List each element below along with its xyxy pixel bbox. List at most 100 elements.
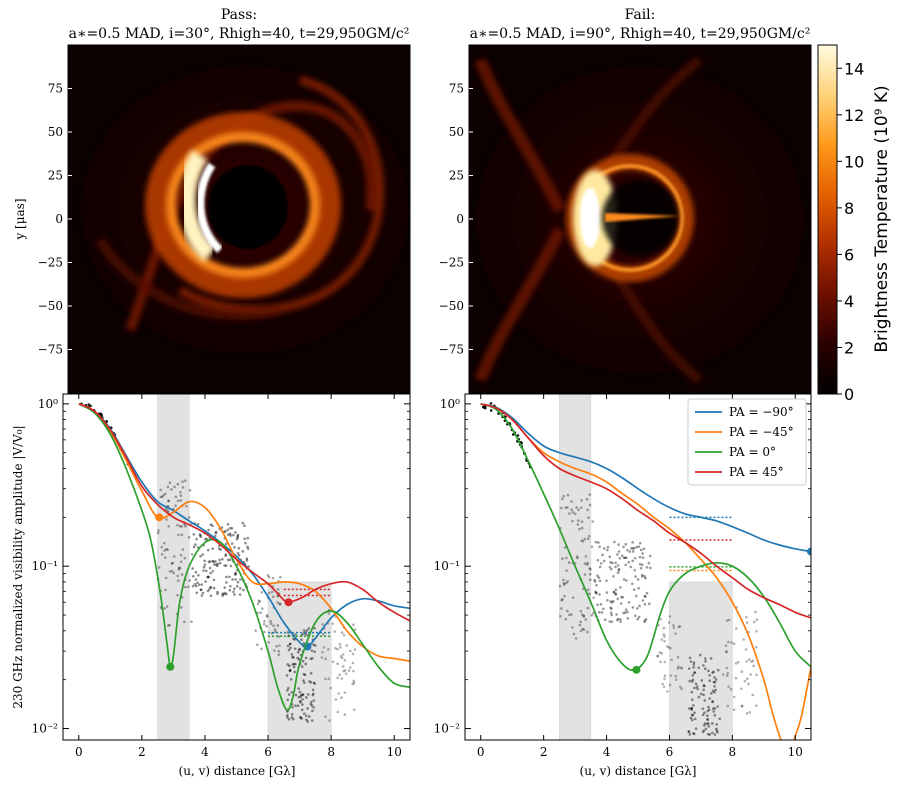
observed-point xyxy=(343,658,347,662)
observed-point xyxy=(305,718,308,722)
observed-point xyxy=(246,547,250,550)
observed-point xyxy=(713,680,717,684)
observed-point xyxy=(680,667,684,670)
observed-point xyxy=(256,643,259,646)
y-tick-label: 10⁰ xyxy=(38,397,58,411)
observed-point xyxy=(598,593,601,596)
observed-point xyxy=(221,594,224,597)
observed-point xyxy=(299,693,303,697)
observed-point xyxy=(292,656,295,659)
observed-point xyxy=(710,692,713,695)
observed-point xyxy=(596,603,599,607)
observed-point xyxy=(306,720,310,723)
observed-point xyxy=(163,556,167,559)
observed-point xyxy=(207,575,210,579)
observed-point xyxy=(293,670,297,674)
observed-point xyxy=(197,573,200,577)
observed-point xyxy=(347,669,351,672)
observed-point xyxy=(703,657,707,660)
observed-point xyxy=(716,668,720,672)
observed-point xyxy=(690,708,694,712)
observed-point xyxy=(692,661,696,664)
observed-point xyxy=(621,595,625,599)
observed-point xyxy=(218,558,221,562)
observed-point xyxy=(288,669,292,673)
observed-point xyxy=(744,648,748,651)
observed-point xyxy=(690,713,694,717)
observed-point xyxy=(625,579,628,582)
observed-point xyxy=(337,692,340,695)
observed-point xyxy=(572,632,576,636)
observed-point xyxy=(321,623,324,626)
observed-point xyxy=(341,665,345,668)
observed-point xyxy=(727,618,731,622)
observed-point xyxy=(201,553,204,556)
observed-point xyxy=(641,563,644,567)
observed-point xyxy=(321,632,325,636)
observed-point xyxy=(711,700,714,703)
observed-point xyxy=(616,553,619,556)
observed-point xyxy=(605,579,608,583)
observed-point xyxy=(288,669,292,672)
observed-point xyxy=(586,588,590,592)
observed-point xyxy=(229,564,233,568)
observed-point xyxy=(247,565,251,568)
observed-point xyxy=(290,653,294,656)
observed-point xyxy=(183,556,187,560)
observed-point xyxy=(292,665,296,669)
series-line-1 xyxy=(480,403,811,740)
observed-point xyxy=(269,622,273,626)
observed-point xyxy=(353,648,357,651)
observed-point xyxy=(669,646,672,650)
observed-point xyxy=(639,548,643,552)
colorbar: 0 2 4 6 8 10 12 14 Brightness Temperature (10⁹ … xyxy=(817,44,892,404)
observed-point xyxy=(298,647,302,651)
observed-point xyxy=(570,613,573,616)
observed-point xyxy=(633,614,637,618)
observed-point xyxy=(311,693,315,697)
observed-point xyxy=(225,575,228,579)
observed-point xyxy=(638,555,642,559)
observed-point xyxy=(711,731,714,735)
observed-point xyxy=(596,574,599,578)
observed-point xyxy=(178,566,182,570)
observed-point xyxy=(643,575,646,578)
observed-point xyxy=(340,631,344,634)
observed-point xyxy=(614,588,618,592)
observed-point xyxy=(658,651,662,654)
observed-point xyxy=(695,685,699,688)
observed-point xyxy=(181,548,185,551)
observed-point xyxy=(704,727,708,731)
observed-point xyxy=(177,533,180,537)
observed-point xyxy=(732,642,736,646)
series-marker-3 xyxy=(284,598,293,607)
observed-point xyxy=(336,710,340,714)
observed-point xyxy=(183,479,187,482)
observed-point xyxy=(583,562,587,565)
observed-point xyxy=(204,569,208,573)
observed-point xyxy=(693,711,696,714)
observed-point xyxy=(304,714,308,718)
observed-point xyxy=(561,497,564,501)
observed-point xyxy=(627,601,631,604)
observed-point xyxy=(678,625,682,628)
image-panel-pass xyxy=(68,45,410,393)
observed-point xyxy=(313,644,317,647)
observed-point xyxy=(194,570,198,574)
observed-point xyxy=(575,506,578,509)
observed-point xyxy=(338,642,342,646)
observed-point xyxy=(226,528,230,532)
observed-point xyxy=(752,620,756,624)
observed-point xyxy=(277,635,281,638)
observed-point xyxy=(631,559,635,563)
observed-point xyxy=(565,556,568,560)
observed-point xyxy=(743,679,747,683)
observed-point xyxy=(192,545,196,549)
colorbar-tick-label: 12 xyxy=(844,106,864,125)
observed-point xyxy=(662,685,666,689)
y-ticks-top-right: 75 50 25 0 −25 −50 −75 xyxy=(439,82,473,357)
observed-point xyxy=(616,618,619,622)
observed-point xyxy=(311,656,314,660)
observed-point xyxy=(352,681,356,685)
observed-point xyxy=(637,615,641,619)
